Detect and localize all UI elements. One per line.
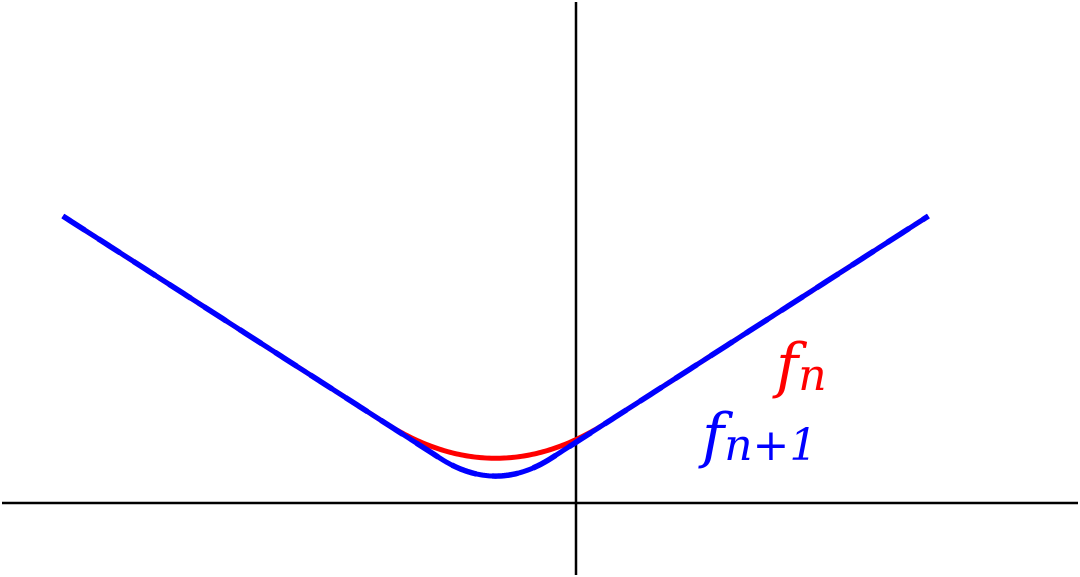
series-f-n1-dash-overlay xyxy=(61,213,930,479)
label-f-n: fn xyxy=(772,331,827,401)
label-f-n-sub: n xyxy=(798,350,826,401)
label-f-n1: fn+1 xyxy=(698,401,817,471)
label-f-n1-sub: n+1 xyxy=(724,420,817,471)
